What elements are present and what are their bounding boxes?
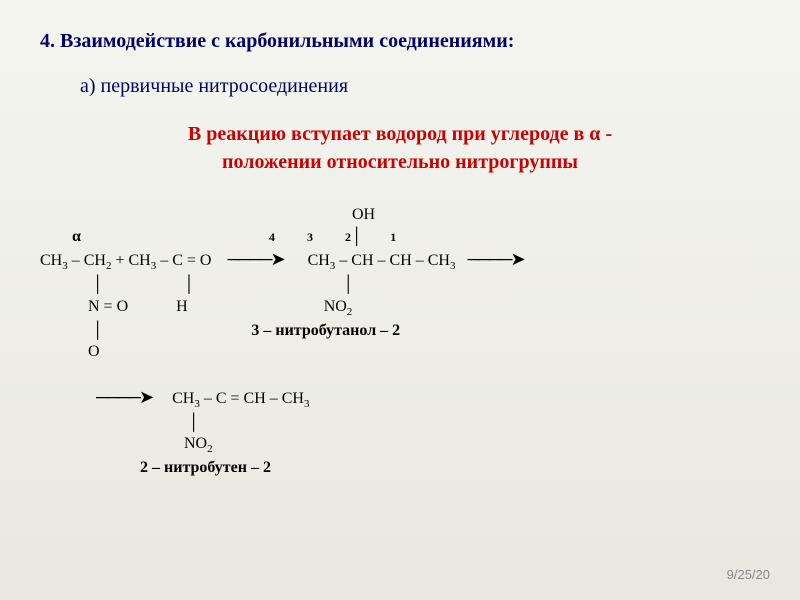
pos-1: 1 [390,230,396,244]
reaction-line2: положении относительно нитрогруппы [222,151,578,173]
arrow-2: ────➤ [467,249,523,269]
slide-container: 4. Взаимодействие с карбонильными соедин… [0,0,800,600]
arrow-3: ────➤ [96,387,152,407]
compound2-line: 2 – нитробутен – 2 [40,457,760,479]
subheading: а) первичные нитросоединения [40,75,760,98]
o-line: O [40,341,760,363]
pos-3: 3 [307,230,313,244]
oh-label: OH [352,206,375,223]
compound1-line: │ 3 – нитробутанол – 2 [40,320,760,342]
spacer [40,363,760,385]
vert-bar-oh: │ [351,228,362,245]
product1-main: CH3 – CH – CH – CH3 [308,252,456,269]
chemistry-equations: OH α 4 3 2│ 1 CH3 – CH2 + CH3 – C = O ──… [40,204,760,479]
alpha-numbers-line: α 4 3 2│ 1 [40,226,760,248]
main-heading: 4. Взаимодействие с карбонильными соедин… [40,30,760,53]
pos-4: 4 [269,230,275,244]
substituents-line: N = O H NO2 [40,296,760,320]
compound1-name: 3 – нитробутанол – 2 [251,322,400,339]
alpha-symbol: α [72,228,81,245]
bars-line-1: │ │ │ [40,274,760,296]
product2-main: CH3 – C = CH – CH3 [172,390,309,407]
reaction-line1: В реакцию вступает водород при углероде … [188,123,612,145]
oh-line: OH [40,204,760,226]
product2-bar: │ [40,412,760,434]
reaction-description: В реакцию вступает водород при углероде … [40,120,760,176]
main-reaction-line: CH3 – CH2 + CH3 – C = O ────➤ CH3 – CH –… [40,247,760,274]
arrow-1: ────➤ [227,249,283,269]
date-footer: 9/25/20 [727,567,770,582]
reactant-main: CH3 – CH2 + CH3 – C = O [40,252,211,269]
product2-main-line: ────➤ CH3 – C = CH – CH3 [40,385,760,412]
product2-no2: NO2 [40,433,760,457]
compound2-name: 2 – нитробутен – 2 [140,459,271,476]
